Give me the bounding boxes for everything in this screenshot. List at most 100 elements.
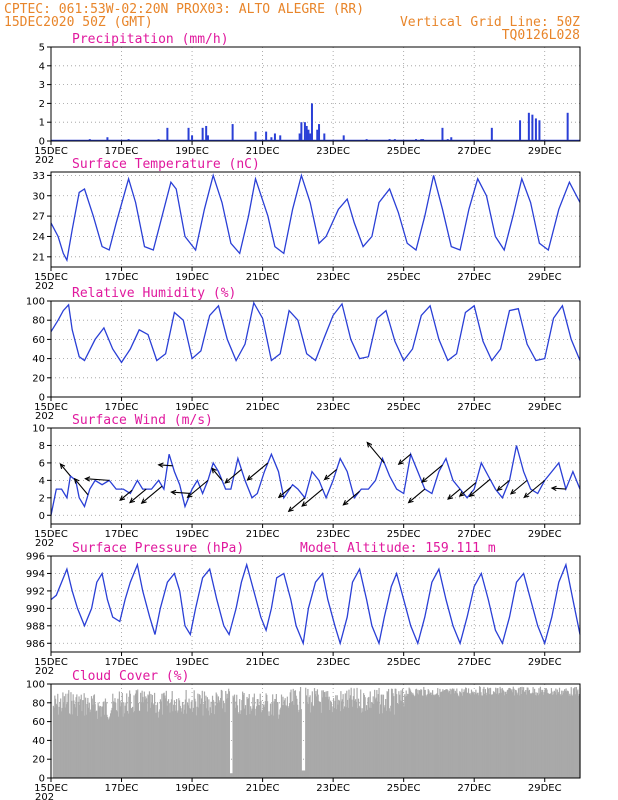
cloud-bar — [456, 693, 459, 778]
cloud-bar — [525, 690, 527, 778]
cloud-bar — [102, 701, 104, 778]
cloud-bar — [328, 696, 330, 778]
wind-arrow-head — [157, 462, 164, 468]
wind-arrow-shaft — [447, 488, 461, 500]
cloud-bar — [160, 701, 162, 778]
cloud-bar — [76, 694, 78, 778]
cloud-bar — [385, 699, 387, 778]
wind-arrow-shaft — [324, 469, 338, 480]
cloud-bar — [449, 688, 451, 778]
x-tick-label: 15DEC — [34, 657, 68, 668]
cloud-bar — [426, 696, 428, 778]
cloud-bar — [277, 702, 279, 778]
cloud-bar — [567, 691, 569, 778]
cloud-bar — [190, 701, 192, 778]
pressure-title: Surface Pressure (hPa) — [72, 541, 244, 556]
cloud-bar — [558, 687, 561, 778]
cloud-bar — [148, 695, 150, 778]
cloud-bar — [460, 693, 462, 778]
cloud-bar — [155, 704, 157, 778]
cloud-bar — [498, 693, 500, 778]
cloud-bar — [390, 705, 392, 778]
cloud-bar — [452, 689, 454, 778]
cloud-bar — [555, 694, 558, 778]
cloud-bar — [564, 691, 566, 778]
wind-arrow-head — [287, 506, 294, 513]
cloud-bar — [297, 704, 299, 778]
precip-title: Precipitation (mm/h) — [72, 32, 229, 47]
cloud-bar — [435, 694, 437, 778]
cloud-bar — [149, 707, 151, 778]
cloud-bar — [374, 699, 376, 778]
precip-frame — [50, 46, 581, 142]
wind-arrow-shaft — [141, 485, 163, 504]
wind-arrow-shaft — [469, 478, 491, 497]
y-tick-label: 0 — [39, 511, 45, 522]
cloud-bar — [305, 687, 307, 778]
cloud-bar — [437, 688, 439, 778]
wind-arrow-head — [73, 477, 80, 484]
x-tick-label: 15DEC — [34, 529, 68, 540]
header-model-id: TQ0126L028 — [502, 28, 580, 43]
cloud-bar — [303, 770, 305, 778]
x-tick-label: 25DEC — [387, 783, 421, 794]
cloud-bar — [297, 712, 299, 778]
cloud-bar — [252, 697, 254, 778]
cloud-bar — [434, 694, 437, 778]
cloud-bar — [365, 710, 367, 778]
cloud-bar — [145, 698, 148, 778]
cloud-bar — [354, 700, 356, 778]
cloud-bar — [230, 773, 232, 778]
cloud-bar — [306, 703, 308, 778]
cloud-bar — [104, 714, 106, 778]
precip-bar — [534, 118, 537, 141]
wind-arrow-shaft — [74, 478, 89, 496]
wind-arrow — [447, 488, 461, 500]
cloud-bar — [84, 715, 86, 778]
cloud-bar — [180, 708, 182, 778]
cloud-bar — [304, 770, 306, 778]
x-tick-label: 23DEC — [316, 402, 350, 413]
cloud-bar — [85, 697, 87, 778]
cloud-bar — [387, 692, 389, 778]
cloud-bar — [496, 688, 498, 778]
cloud-bar — [54, 698, 57, 778]
cloud-bar — [314, 694, 316, 778]
cloud-bar — [545, 688, 547, 778]
cloud-bar — [119, 700, 121, 778]
cloud-bar — [427, 689, 429, 778]
cloud-bar — [415, 689, 417, 778]
cloud-bar — [255, 706, 258, 778]
cloud-bar — [533, 688, 536, 778]
cloud-bar — [146, 711, 148, 778]
cloud-bar — [462, 695, 464, 778]
cloud-bar — [501, 687, 503, 778]
cloud-bar — [487, 688, 489, 778]
cloud-bar — [98, 707, 101, 778]
cloud-bar — [154, 712, 156, 778]
cloud-bar — [174, 710, 176, 778]
cloud-bar — [242, 691, 244, 778]
cloud-bar — [245, 715, 247, 778]
precip-bar — [441, 127, 444, 141]
cloud-bar — [568, 695, 570, 778]
cloud-bar — [478, 695, 480, 778]
cloud-bar — [241, 700, 243, 778]
cloud-bar — [214, 705, 217, 778]
x-tick-label: 29DEC — [528, 783, 562, 794]
cloud-bar — [169, 712, 171, 778]
cloud-bar — [70, 692, 72, 778]
cloud-bar — [458, 696, 460, 778]
cloud-bar — [173, 700, 175, 778]
cloud-bar — [228, 688, 230, 778]
cloud-bar — [346, 690, 348, 778]
cloud-bar — [195, 701, 197, 778]
wind-arrow-head — [119, 495, 126, 501]
wind-arrow — [323, 469, 338, 481]
cloud-bar — [118, 691, 120, 778]
y-tick-label: 21 — [32, 252, 45, 263]
wind-arrow-head — [211, 467, 217, 474]
cloud-bar — [209, 715, 211, 778]
cloud-bar — [394, 688, 396, 778]
cloud-bar — [273, 701, 275, 778]
